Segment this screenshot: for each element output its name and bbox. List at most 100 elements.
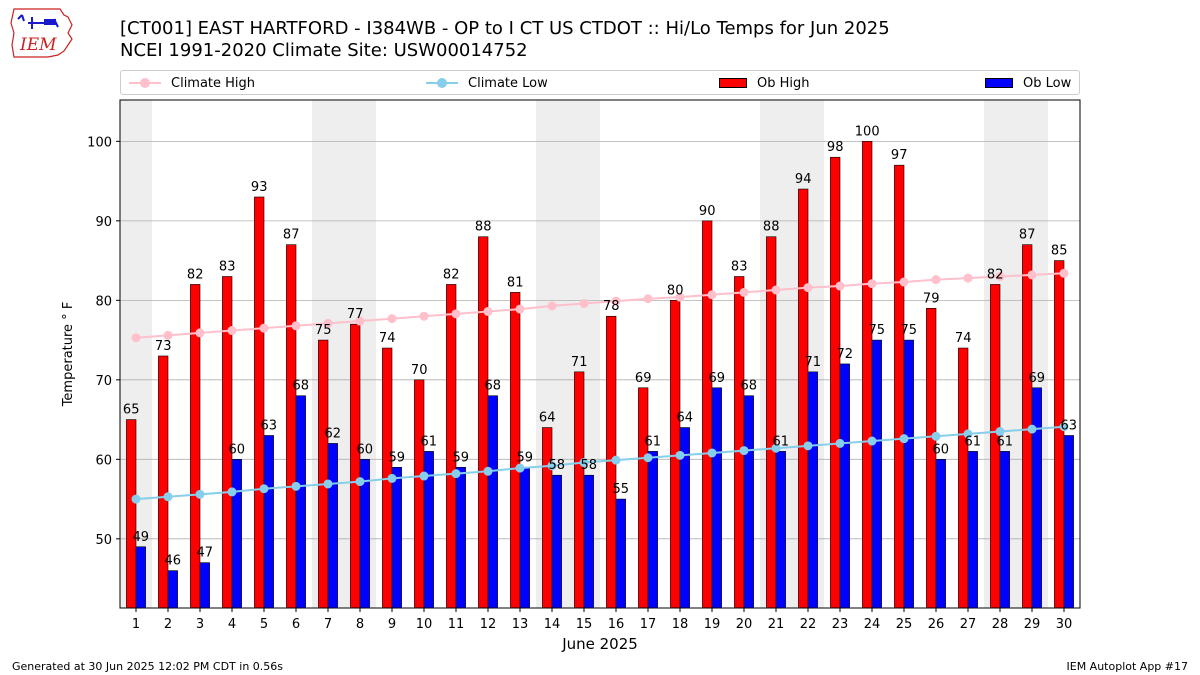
ob-high-label-24: 100 <box>855 124 880 139</box>
climate-high-point-9 <box>387 314 397 324</box>
iem-logo: IEM <box>10 8 73 58</box>
climate-low-point-30 <box>1059 422 1069 432</box>
climate-high-point-13 <box>515 304 525 314</box>
climate-high-line <box>135 272 1065 339</box>
x-tick-label-30: 30 <box>1056 617 1073 632</box>
ob-high-label-2: 73 <box>155 339 172 354</box>
ob-low-bar-30 <box>1063 435 1074 609</box>
weekend-bands <box>120 100 1048 608</box>
ob-low-bar-7 <box>327 443 338 609</box>
ob-high-label-10: 70 <box>411 363 428 378</box>
ob-low-label-13: 59 <box>517 450 534 465</box>
ob-low-label-28: 61 <box>997 434 1014 449</box>
climate-low-point-22 <box>803 441 813 451</box>
x-tick-label-17: 17 <box>640 617 657 632</box>
ob-high-label-27: 74 <box>955 331 972 346</box>
climate-low-point-2 <box>163 492 173 502</box>
ob-high-bar-17 <box>638 387 649 609</box>
x-tick-label-20: 20 <box>736 617 753 632</box>
ob-low-label-3: 47 <box>197 546 214 561</box>
ob-low-bar-15 <box>583 474 594 609</box>
ob-high-label-3: 82 <box>187 267 204 282</box>
ob-low-label-2: 46 <box>165 554 182 569</box>
ob-low-label-23: 72 <box>837 347 854 362</box>
ob-low-bar-5 <box>263 435 274 609</box>
x-tick-label-7: 7 <box>324 617 332 632</box>
ob-low-label-20: 68 <box>741 379 758 394</box>
climate-low-point-23 <box>835 438 845 448</box>
climate-low-point-1 <box>131 494 141 504</box>
x-tick-label-24: 24 <box>864 617 881 632</box>
y-tick-label-60: 60 <box>95 453 112 468</box>
legend-item-climate-high: Climate High <box>129 74 255 92</box>
ob-low-bar-3 <box>199 562 210 609</box>
legend-item-climate-low: Climate Low <box>426 74 548 92</box>
climate-low-point-19 <box>707 448 717 458</box>
ob-low-bar-2 <box>167 570 178 609</box>
ob-low-label-27: 61 <box>965 434 982 449</box>
x-axis-label: June 2025 <box>561 635 638 653</box>
ob-low-swatch <box>985 78 1013 88</box>
climate-low-point-27 <box>963 429 973 439</box>
x-tick-label-14: 14 <box>544 617 561 632</box>
y-tick-label-90: 90 <box>95 215 112 230</box>
climate-high-point-10 <box>419 311 429 321</box>
ob-high-label-13: 81 <box>507 275 524 290</box>
ob-low-label-19: 69 <box>709 371 726 386</box>
ob-high-bar-22 <box>798 188 809 609</box>
climate-low-point-16 <box>611 455 621 465</box>
ob-high-label-12: 88 <box>475 220 492 235</box>
ob-high-label-6: 87 <box>283 228 300 243</box>
x-tick-label-19: 19 <box>704 617 721 632</box>
climate-high-point-8 <box>355 316 365 326</box>
climate-low-point-21 <box>771 443 781 453</box>
chart-title-line2: NCEI 1991-2020 Climate Site: USW00014752 <box>120 40 528 61</box>
ob-high-bar-7 <box>318 339 329 609</box>
x-tick-label-4: 4 <box>228 617 236 632</box>
x-tick-label-3: 3 <box>196 617 204 632</box>
climate-low-point-20 <box>739 446 749 456</box>
legend-item-ob-high: Ob High <box>719 74 810 92</box>
climate-high-swatch <box>129 76 161 90</box>
climate-low-point-26 <box>931 431 941 441</box>
climate-low-point-12 <box>483 466 493 476</box>
ob-low-bar-26 <box>935 459 946 609</box>
ob-low-bar-13 <box>519 466 530 609</box>
climate-high-point-28 <box>995 271 1005 281</box>
ob-low-bar-1 <box>135 546 146 609</box>
ob-low-label-22: 71 <box>805 355 822 370</box>
ob-high-bar-8 <box>350 323 361 609</box>
legend-label-climate-low: Climate Low <box>468 75 548 91</box>
climate-high-point-12 <box>483 306 493 316</box>
ob-high-label-16: 78 <box>603 299 620 314</box>
climate-high-point-26 <box>931 275 941 285</box>
footer-app: IEM Autoplot App #17 <box>1066 660 1189 673</box>
ob-high-label-21: 88 <box>763 220 780 235</box>
ob-high-bar-26 <box>926 307 937 609</box>
ob-low-bar-22 <box>807 371 818 609</box>
ob-high-bar-19 <box>702 220 713 609</box>
climate-high-point-2 <box>163 330 173 340</box>
ob-low-bar-27 <box>967 451 978 609</box>
ob-low-bar-24 <box>871 339 882 609</box>
ob-low-bar-25 <box>903 339 914 609</box>
climate-high-point-19 <box>707 290 717 300</box>
ob-high-bar-25 <box>894 164 905 609</box>
grid-lines <box>120 140 1080 540</box>
ob-low-bar-4 <box>231 459 242 609</box>
climate-low-point-6 <box>291 481 301 491</box>
climate-high-point-5 <box>259 323 269 333</box>
x-tick-label-1: 1 <box>132 617 140 632</box>
climate-low-point-25 <box>899 434 909 444</box>
x-tick-label-21: 21 <box>768 617 785 632</box>
ob-high-bar-12 <box>478 236 489 609</box>
x-tick-label-6: 6 <box>292 617 300 632</box>
x-tick-label-29: 29 <box>1024 617 1041 632</box>
x-tick-label-28: 28 <box>992 617 1009 632</box>
climate-high-point-16 <box>611 296 621 306</box>
ob-high-label-14: 64 <box>539 411 556 426</box>
x-tick-label-2: 2 <box>164 617 172 632</box>
climate-low-point-15 <box>579 458 589 468</box>
x-tick-label-25: 25 <box>896 617 913 632</box>
y-tick-label-70: 70 <box>95 374 112 389</box>
